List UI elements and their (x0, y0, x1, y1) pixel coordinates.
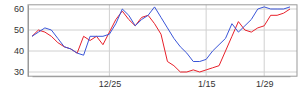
series-line (32, 9, 290, 72)
tick: 12/25 (99, 76, 122, 88)
grid-line (264, 5, 265, 76)
grid-line (28, 30, 297, 31)
tick: 40 (14, 46, 28, 56)
tick: 1/15 (198, 76, 216, 88)
x-axis: 12/25 1/15 1/29 (33, 76, 291, 88)
tick-label: 40 (14, 46, 24, 56)
axis-line (28, 5, 29, 76)
plot-frame (28, 5, 297, 76)
tick: 1/29 (256, 76, 274, 88)
grid-line (28, 72, 297, 73)
axis-line (33, 76, 291, 77)
plot-area (32, 7, 290, 72)
grid-line (206, 5, 207, 76)
tick: 50 (14, 25, 28, 35)
grid (28, 5, 297, 76)
tick: 60 (14, 4, 28, 14)
tick-label: 50 (14, 25, 24, 35)
grid-line (109, 5, 110, 76)
tick-label: 1/29 (256, 79, 274, 89)
y-axis: 30 40 50 60 (14, 4, 29, 77)
tick-label: 30 (14, 67, 24, 77)
grid-line (28, 51, 297, 52)
tick-label: 60 (14, 4, 24, 14)
tick: 30 (14, 67, 28, 77)
tick-label: 12/25 (99, 79, 122, 89)
tick-label: 1/15 (198, 79, 216, 89)
grid-line (28, 9, 297, 10)
chart: 30 40 50 60 12/25 1/15 1/29 (0, 0, 300, 96)
series-line (32, 7, 290, 62)
